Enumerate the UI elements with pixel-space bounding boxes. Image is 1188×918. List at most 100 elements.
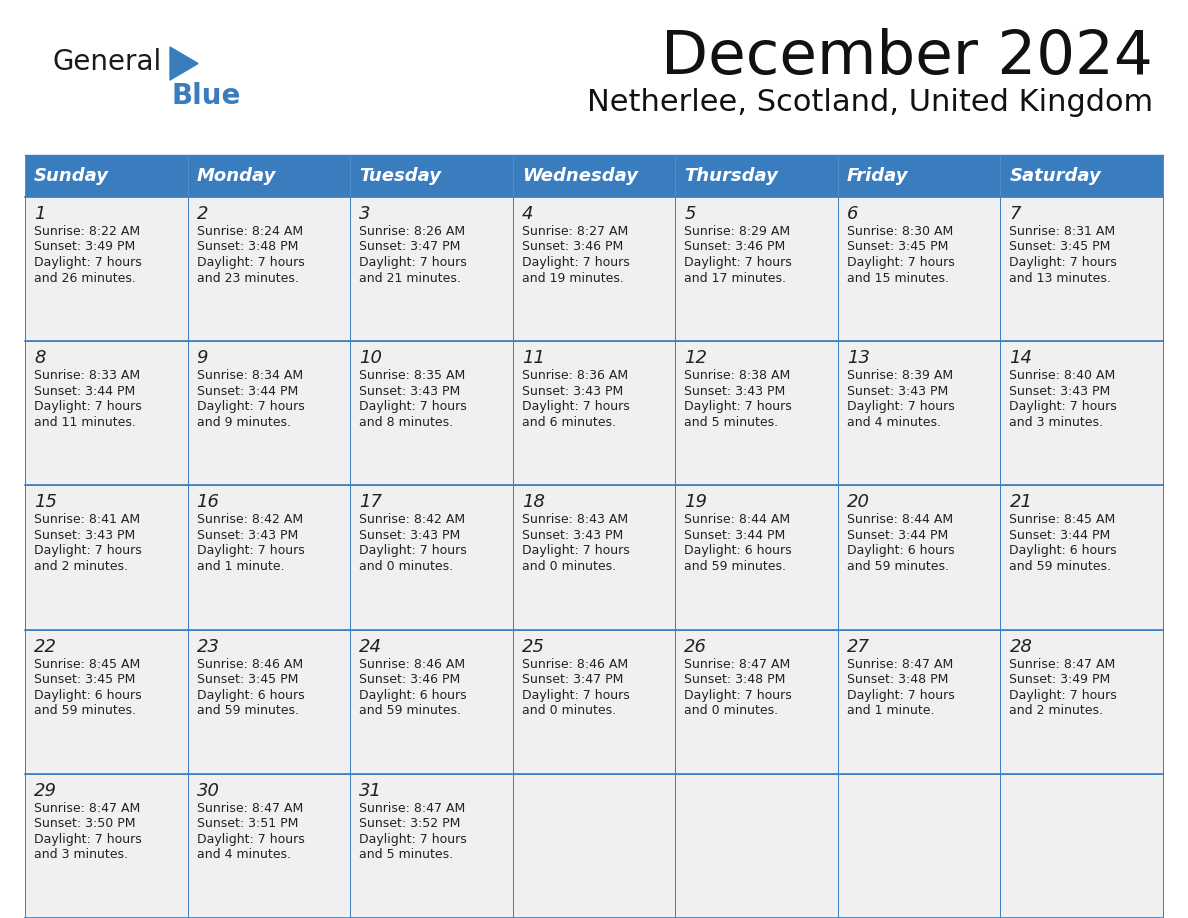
Text: 8: 8 [34,349,45,367]
Text: Sunset: 3:45 PM: Sunset: 3:45 PM [34,673,135,686]
Text: Daylight: 7 hours: Daylight: 7 hours [34,833,141,845]
Text: Sunrise: 8:40 AM: Sunrise: 8:40 AM [1010,369,1116,382]
Text: Sunday: Sunday [34,167,109,185]
Text: Daylight: 7 hours: Daylight: 7 hours [359,833,467,845]
Text: Sunset: 3:43 PM: Sunset: 3:43 PM [359,385,461,397]
Text: Sunset: 3:47 PM: Sunset: 3:47 PM [359,241,461,253]
Bar [675,155,838,197]
Bar [25,155,188,197]
Text: and 2 minutes.: and 2 minutes. [1010,704,1104,717]
Text: Sunset: 3:45 PM: Sunset: 3:45 PM [1010,241,1111,253]
Text: Sunrise: 8:34 AM: Sunrise: 8:34 AM [196,369,303,382]
Text: 24: 24 [359,638,383,655]
Text: and 59 minutes.: and 59 minutes. [196,704,298,717]
Text: Sunset: 3:48 PM: Sunset: 3:48 PM [684,673,785,686]
Bar [25,486,188,630]
Text: Daylight: 6 hours: Daylight: 6 hours [847,544,954,557]
Text: Daylight: 6 hours: Daylight: 6 hours [34,688,141,701]
Text: Blue: Blue [172,82,241,110]
Text: Daylight: 7 hours: Daylight: 7 hours [196,544,304,557]
Text: Sunrise: 8:38 AM: Sunrise: 8:38 AM [684,369,790,382]
Text: Daylight: 7 hours: Daylight: 7 hours [1010,256,1117,269]
Bar [675,774,838,918]
Bar [188,197,350,341]
Text: Friday: Friday [847,167,909,185]
Text: 2: 2 [196,205,208,223]
Text: and 8 minutes.: and 8 minutes. [359,416,454,429]
Text: Daylight: 7 hours: Daylight: 7 hours [359,544,467,557]
Text: Daylight: 7 hours: Daylight: 7 hours [847,400,955,413]
Text: Sunrise: 8:47 AM: Sunrise: 8:47 AM [359,801,466,815]
Bar [188,486,350,630]
Text: and 15 minutes.: and 15 minutes. [847,272,949,285]
Bar [675,341,838,486]
Text: 15: 15 [34,493,57,511]
Text: 29: 29 [34,782,57,800]
Text: Tuesday: Tuesday [359,167,441,185]
Text: 4: 4 [522,205,533,223]
Text: and 59 minutes.: and 59 minutes. [359,704,461,717]
Text: Sunrise: 8:43 AM: Sunrise: 8:43 AM [522,513,627,526]
Text: Daylight: 6 hours: Daylight: 6 hours [684,544,792,557]
Text: Sunrise: 8:46 AM: Sunrise: 8:46 AM [522,657,627,671]
Text: Daylight: 7 hours: Daylight: 7 hours [196,400,304,413]
Text: 7: 7 [1010,205,1020,223]
Text: Daylight: 7 hours: Daylight: 7 hours [847,688,955,701]
Text: Daylight: 7 hours: Daylight: 7 hours [196,256,304,269]
Bar [513,486,675,630]
Text: 13: 13 [847,349,870,367]
Text: Sunset: 3:43 PM: Sunset: 3:43 PM [34,529,135,542]
Text: Sunrise: 8:26 AM: Sunrise: 8:26 AM [359,225,466,238]
Bar [838,155,1000,197]
Text: 23: 23 [196,638,220,655]
Text: Sunrise: 8:46 AM: Sunrise: 8:46 AM [196,657,303,671]
Text: and 11 minutes.: and 11 minutes. [34,416,135,429]
Text: Daylight: 6 hours: Daylight: 6 hours [196,688,304,701]
Bar [350,774,513,918]
Text: Sunrise: 8:36 AM: Sunrise: 8:36 AM [522,369,627,382]
Text: Daylight: 7 hours: Daylight: 7 hours [196,833,304,845]
Text: 26: 26 [684,638,707,655]
Text: Sunset: 3:47 PM: Sunset: 3:47 PM [522,673,623,686]
Text: 14: 14 [1010,349,1032,367]
Text: 10: 10 [359,349,383,367]
Text: 27: 27 [847,638,870,655]
Bar [513,630,675,774]
Text: Sunset: 3:50 PM: Sunset: 3:50 PM [34,817,135,830]
Bar [188,630,350,774]
Bar [675,486,838,630]
Text: and 59 minutes.: and 59 minutes. [847,560,949,573]
Text: Sunset: 3:43 PM: Sunset: 3:43 PM [359,529,461,542]
Bar [350,155,513,197]
Text: 19: 19 [684,493,707,511]
Text: Daylight: 6 hours: Daylight: 6 hours [359,688,467,701]
Text: Sunset: 3:43 PM: Sunset: 3:43 PM [522,529,623,542]
Text: Daylight: 7 hours: Daylight: 7 hours [1010,688,1117,701]
Text: Sunrise: 8:41 AM: Sunrise: 8:41 AM [34,513,140,526]
Text: and 1 minute.: and 1 minute. [847,704,934,717]
Bar [838,630,1000,774]
Text: Sunset: 3:44 PM: Sunset: 3:44 PM [196,385,298,397]
Text: Sunrise: 8:47 AM: Sunrise: 8:47 AM [684,657,790,671]
Text: Daylight: 7 hours: Daylight: 7 hours [684,400,792,413]
Text: 6: 6 [847,205,859,223]
Text: Sunset: 3:49 PM: Sunset: 3:49 PM [34,241,135,253]
Bar [1000,341,1163,486]
Text: Sunrise: 8:45 AM: Sunrise: 8:45 AM [34,657,140,671]
Text: and 5 minutes.: and 5 minutes. [684,416,778,429]
Text: and 26 minutes.: and 26 minutes. [34,272,135,285]
Text: Sunrise: 8:27 AM: Sunrise: 8:27 AM [522,225,628,238]
Text: 3: 3 [359,205,371,223]
Text: Netherlee, Scotland, United Kingdom: Netherlee, Scotland, United Kingdom [587,88,1154,117]
Bar [188,341,350,486]
Bar [513,197,675,341]
Text: 30: 30 [196,782,220,800]
Text: and 0 minutes.: and 0 minutes. [359,560,454,573]
Text: Sunrise: 8:46 AM: Sunrise: 8:46 AM [359,657,466,671]
Text: Sunrise: 8:47 AM: Sunrise: 8:47 AM [847,657,953,671]
Text: and 4 minutes.: and 4 minutes. [847,416,941,429]
Text: 11: 11 [522,349,545,367]
Text: Sunset: 3:43 PM: Sunset: 3:43 PM [847,385,948,397]
Text: Daylight: 7 hours: Daylight: 7 hours [34,256,141,269]
Text: Sunset: 3:45 PM: Sunset: 3:45 PM [847,241,948,253]
